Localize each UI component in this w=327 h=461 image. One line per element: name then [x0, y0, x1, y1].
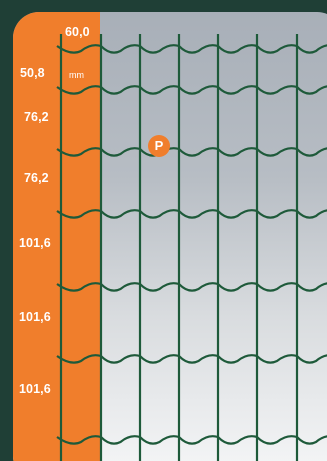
horizontal-wire — [56, 209, 327, 219]
horizontal-wire — [56, 44, 327, 54]
top-dimension-label: 60,0 — [65, 25, 90, 39]
wire-mesh — [56, 34, 327, 461]
row-dimension-label: 101,6 — [19, 310, 51, 324]
horizontal-wire — [56, 85, 327, 95]
mesh-panel: 60,0 mm 50,8 76,2 76,2 101,6 101,6 101,6… — [13, 12, 327, 461]
row-dimension-label: 76,2 — [24, 171, 49, 185]
unit-label: mm — [69, 70, 84, 80]
row-dimension-label: 101,6 — [19, 236, 51, 250]
badge-letter: P — [154, 138, 164, 153]
row-dimension-label: 50,8 — [20, 66, 45, 80]
dimension-strip — [13, 12, 100, 461]
horizontal-wire — [56, 147, 327, 157]
horizontal-wire — [56, 282, 327, 292]
row-dimension-label: 76,2 — [24, 110, 49, 124]
horizontal-wire — [56, 435, 327, 445]
row-dimension-label: 101,6 — [19, 382, 51, 396]
horizontal-wire — [56, 354, 327, 364]
p-badge: P — [148, 135, 170, 157]
